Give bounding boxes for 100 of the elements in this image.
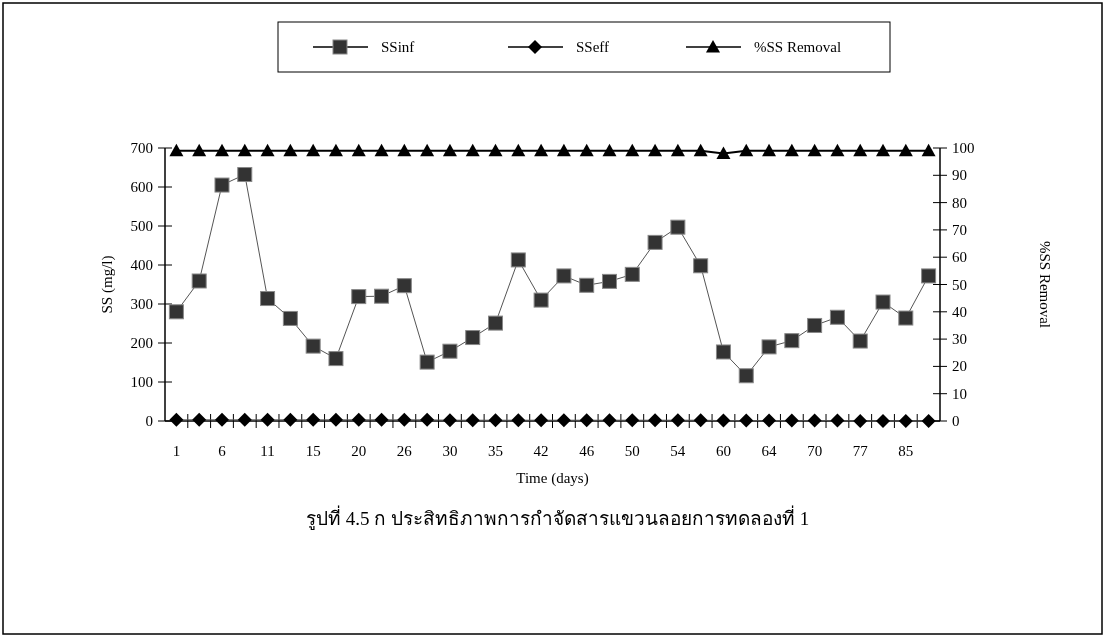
point: [670, 413, 685, 428]
x-tick-label: 60: [715, 443, 731, 459]
point: [761, 339, 777, 355]
point: [420, 412, 435, 427]
point: [648, 413, 663, 428]
point: [488, 413, 503, 428]
text: รูปที่ 4.5 ก ประสิทธิภาพการกำจัดสารแขวนลอยการทดลองที่ 1: [305, 505, 810, 530]
y2-axis-title: %SS Removal: [1037, 240, 1053, 329]
point: [625, 413, 640, 428]
x-tick-label: 11: [260, 443, 275, 459]
x-tick-label: 35: [488, 443, 504, 459]
y2-tick-label: 0: [952, 413, 960, 429]
x-tick-label: 85: [898, 443, 914, 459]
y-tick-label: 300: [130, 296, 153, 312]
point: [511, 413, 526, 428]
point: [510, 252, 526, 268]
y-tick-label: 600: [130, 179, 153, 195]
point: [168, 304, 184, 320]
point: [237, 412, 252, 427]
point: [192, 412, 207, 427]
point: [601, 273, 617, 289]
y-tick-label: 700: [130, 140, 153, 156]
x-axis-title: Time (days): [516, 470, 589, 487]
x-tick-label: 26: [396, 443, 413, 459]
point: [830, 413, 845, 428]
point: [351, 289, 367, 305]
point: [214, 177, 230, 193]
y2-tick-label: 100: [952, 140, 975, 156]
y2-tick-label: 30: [952, 331, 967, 348]
y-tick-label: 500: [130, 218, 153, 234]
x-tick-label: 20: [351, 443, 367, 459]
point: [374, 412, 389, 427]
point: [237, 167, 253, 183]
point: [670, 219, 686, 235]
point: [282, 310, 298, 326]
point: [556, 413, 571, 428]
point: [898, 310, 914, 326]
point: [396, 278, 412, 294]
y2-tick-label: 20: [952, 358, 967, 375]
point: [579, 277, 595, 293]
y2-tick-label: 10: [952, 385, 967, 402]
point: [716, 413, 731, 428]
y-axis-title: SS (mg/l): [99, 255, 116, 314]
x-tick-label: 54: [670, 443, 686, 459]
point: [921, 268, 937, 284]
point: [875, 294, 891, 310]
x-tick-label: 30: [442, 443, 458, 459]
point: [442, 343, 458, 359]
point: [465, 413, 480, 428]
point: [829, 309, 845, 325]
point: [739, 413, 754, 428]
y-tick-label: 0: [145, 413, 153, 429]
point: [921, 414, 936, 428]
x-tick-label: 64: [761, 443, 778, 459]
point: [306, 412, 321, 427]
point: [397, 412, 412, 427]
y2-tick-label: 50: [952, 276, 967, 293]
point: [852, 333, 868, 349]
x-tick-label: 46: [579, 443, 595, 459]
x-tick-label: 1: [172, 443, 181, 459]
x-tick-label: 42: [533, 443, 549, 459]
point: [647, 234, 663, 250]
point: [898, 414, 913, 428]
point: [784, 333, 800, 349]
point: [442, 413, 457, 428]
x-tick-label: 15: [305, 443, 321, 459]
point: [305, 338, 321, 354]
y2-tick-label: 90: [952, 167, 967, 184]
point: [283, 412, 298, 427]
point: [738, 368, 754, 384]
point: [328, 351, 344, 367]
point: [191, 273, 207, 289]
point: [624, 266, 640, 282]
point: [169, 412, 184, 427]
point: [693, 413, 708, 428]
point: [556, 268, 572, 284]
point: [807, 413, 822, 428]
point: [715, 344, 731, 360]
point: [853, 414, 868, 428]
point: [762, 413, 777, 428]
x-tick-label: 77: [852, 443, 869, 459]
point: [419, 354, 435, 370]
point: [214, 412, 229, 427]
legend-label: %SS Removal: [754, 39, 842, 55]
y-tick-label: 200: [130, 335, 153, 351]
point: [533, 292, 549, 308]
point: [488, 315, 504, 331]
x-tick-label: 6: [218, 443, 227, 459]
point: [693, 258, 709, 274]
y-tick-label: 100: [130, 374, 153, 390]
y-tick-label: 400: [130, 257, 153, 273]
legend-label: SSinf: [381, 39, 415, 55]
point: [351, 412, 366, 427]
point: [328, 412, 343, 427]
point: [260, 291, 276, 307]
point: [534, 413, 549, 428]
point: [876, 414, 891, 428]
point: [807, 317, 823, 333]
point: [465, 330, 481, 346]
point: [602, 413, 617, 428]
